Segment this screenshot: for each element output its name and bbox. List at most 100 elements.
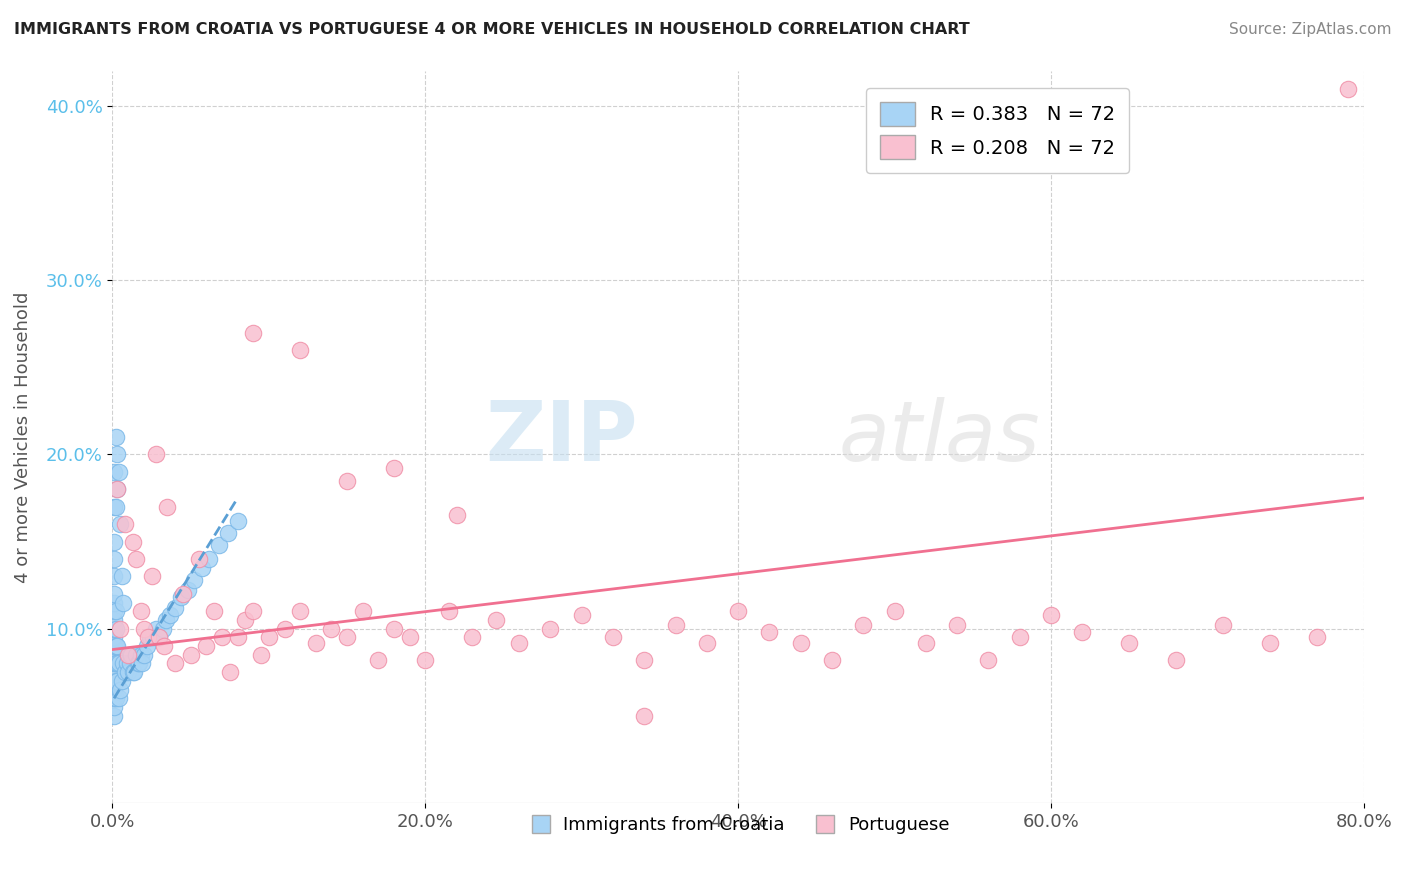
Point — [104, 673, 127, 688]
Point — [290, 604, 312, 618]
Point — [104, 639, 127, 653]
Point — [103, 534, 125, 549]
Text: Source: ZipAtlas.com: Source: ZipAtlas.com — [1229, 22, 1392, 37]
Point — [103, 604, 125, 618]
Point — [790, 635, 813, 649]
Point — [104, 430, 127, 444]
Point — [103, 639, 125, 653]
Point — [915, 635, 938, 649]
Point — [633, 653, 655, 667]
Point — [124, 665, 146, 680]
Point — [105, 483, 128, 497]
Point — [103, 648, 125, 662]
Point — [821, 653, 844, 667]
Point — [105, 673, 128, 688]
Point — [132, 648, 155, 662]
Point — [176, 583, 198, 598]
Point — [250, 648, 273, 662]
Point — [117, 665, 139, 680]
Point — [103, 552, 125, 566]
Point — [305, 635, 328, 649]
Point — [111, 673, 134, 688]
Point — [180, 648, 202, 662]
Point — [977, 653, 1000, 667]
Point — [217, 525, 239, 540]
Point — [153, 639, 176, 653]
Legend: Immigrants from Croatia, Portuguese: Immigrants from Croatia, Portuguese — [520, 809, 956, 841]
Point — [104, 691, 127, 706]
Point — [138, 631, 160, 645]
Point — [105, 639, 128, 653]
Point — [446, 508, 468, 523]
Point — [110, 622, 132, 636]
Point — [758, 625, 780, 640]
Point — [103, 708, 125, 723]
Point — [103, 682, 125, 697]
Point — [336, 474, 359, 488]
Point — [211, 631, 233, 645]
Point — [540, 622, 562, 636]
Point — [242, 604, 264, 618]
Point — [852, 618, 875, 632]
Point — [198, 552, 221, 566]
Point — [1306, 631, 1329, 645]
Point — [141, 569, 163, 583]
Point — [155, 613, 177, 627]
Point — [103, 587, 125, 601]
Point — [129, 648, 152, 662]
Point — [946, 618, 969, 632]
Point — [571, 607, 593, 622]
Point — [120, 648, 142, 662]
Point — [321, 622, 343, 636]
Point — [190, 560, 212, 574]
Point — [112, 595, 135, 609]
Point — [121, 534, 143, 549]
Y-axis label: 4 or more Vehicles in Household: 4 or more Vehicles in Household — [14, 292, 32, 582]
Point — [104, 500, 127, 514]
Point — [105, 483, 128, 497]
Point — [142, 631, 165, 645]
Point — [114, 517, 136, 532]
Point — [111, 569, 134, 583]
Point — [103, 700, 125, 714]
Point — [202, 604, 225, 618]
Point — [159, 607, 181, 622]
Point — [1039, 607, 1063, 622]
Point — [382, 622, 405, 636]
Point — [152, 622, 174, 636]
Point — [139, 631, 162, 645]
Point — [145, 448, 167, 462]
Point — [485, 613, 508, 627]
Point — [112, 657, 135, 671]
Point — [633, 708, 655, 723]
Point — [107, 657, 129, 671]
Point — [115, 657, 138, 671]
Point — [1258, 635, 1281, 649]
Point — [290, 343, 312, 357]
Point — [129, 604, 152, 618]
Point — [367, 653, 389, 667]
Point — [696, 635, 718, 649]
Point — [1166, 653, 1188, 667]
Point — [226, 631, 249, 645]
Point — [118, 657, 141, 671]
Point — [415, 653, 437, 667]
Point — [352, 604, 374, 618]
Point — [125, 648, 148, 662]
Point — [107, 691, 129, 706]
Point — [170, 591, 193, 605]
Point — [172, 587, 194, 601]
Point — [183, 573, 205, 587]
Point — [110, 682, 132, 697]
Point — [163, 600, 186, 615]
Point — [114, 665, 136, 680]
Point — [664, 618, 686, 632]
Point — [121, 665, 143, 680]
Point — [110, 517, 132, 532]
Point — [104, 604, 127, 618]
Point — [131, 657, 153, 671]
Point — [273, 622, 295, 636]
Point — [1008, 631, 1031, 645]
Point — [148, 631, 170, 645]
Text: IMMIGRANTS FROM CROATIA VS PORTUGUESE 4 OR MORE VEHICLES IN HOUSEHOLD CORRELATIO: IMMIGRANTS FROM CROATIA VS PORTUGUESE 4 … — [14, 22, 970, 37]
